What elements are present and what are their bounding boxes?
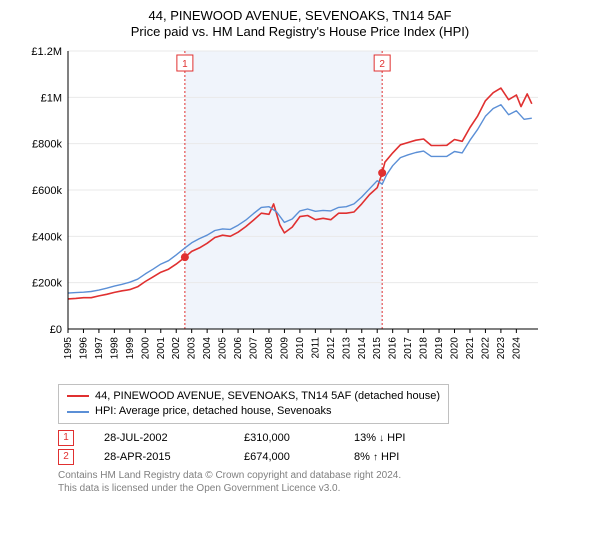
svg-text:2023: 2023 [496,336,507,359]
svg-text:2022: 2022 [480,336,491,359]
title-line-1: 44, PINEWOOD AVENUE, SEVENOAKS, TN14 5AF [18,8,582,24]
event-marker: 2 [58,449,74,465]
svg-text:2007: 2007 [249,336,260,359]
price-chart: £0 £200k £400k £600k £800k £1M £1.2M 1 2 1995 1996… [18,45,582,378]
svg-text:2021: 2021 [465,336,476,359]
event-price: £674,000 [244,451,324,463]
svg-text:2019: 2019 [434,336,445,359]
arrow-down-icon: ↓ [379,433,384,444]
svg-text:2001: 2001 [156,336,167,359]
chart-svg: £0 £200k £400k £600k £800k £1M £1.2M 1 2 1995 1996… [18,45,578,375]
legend-swatch [67,411,89,413]
svg-text:2008: 2008 [264,336,275,359]
svg-text:£600k: £600k [32,185,62,197]
event-row: 1 28-JUL-2002 £310,000 13% ↓ HPI [58,430,582,446]
legend-label: 44, PINEWOOD AVENUE, SEVENOAKS, TN14 5AF… [95,389,440,404]
svg-text:£1.2M: £1.2M [31,46,62,58]
legend-label: HPI: Average price, detached house, Seve… [95,404,331,419]
event-date: 28-APR-2015 [104,451,214,463]
svg-text:2024: 2024 [511,336,522,359]
svg-text:2018: 2018 [419,336,430,359]
event-price: £310,000 [244,432,324,444]
svg-text:2020: 2020 [450,336,461,359]
svg-text:2016: 2016 [388,336,399,359]
arrow-up-icon: ↑ [373,452,378,463]
legend-item: 44, PINEWOOD AVENUE, SEVENOAKS, TN14 5AF… [67,389,440,404]
chart-title: 44, PINEWOOD AVENUE, SEVENOAKS, TN14 5AF… [18,8,582,41]
title-line-2: Price paid vs. HM Land Registry's House … [18,24,582,40]
svg-text:£0: £0 [50,324,62,336]
svg-text:1996: 1996 [78,336,89,359]
svg-text:2013: 2013 [341,336,352,359]
svg-text:2012: 2012 [326,336,337,359]
event-row: 2 28-APR-2015 £674,000 8% ↑ HPI [58,449,582,465]
svg-text:2017: 2017 [403,336,414,359]
svg-text:1997: 1997 [94,336,105,359]
svg-text:2004: 2004 [202,336,213,359]
legend-item: HPI: Average price, detached house, Seve… [67,404,440,419]
event-marker: 1 [58,430,74,446]
attribution: Contains HM Land Registry data © Crown c… [58,469,582,495]
svg-text:2002: 2002 [171,336,182,359]
event-delta: 8% ↑ HPI [354,451,444,463]
svg-text:£400k: £400k [32,231,62,243]
event-date: 28-JUL-2002 [104,432,214,444]
svg-text:2011: 2011 [310,336,321,358]
svg-text:1995: 1995 [63,336,74,359]
svg-text:2005: 2005 [218,336,229,359]
svg-text:2: 2 [379,59,385,70]
sale-events: 1 28-JUL-2002 £310,000 13% ↓ HPI 2 28-AP… [58,430,582,465]
svg-text:1: 1 [182,59,188,70]
svg-text:£1M: £1M [41,92,62,104]
attribution-line: Contains HM Land Registry data © Crown c… [58,469,582,482]
legend-swatch [67,395,89,397]
svg-text:£800k: £800k [32,138,62,150]
svg-text:£200k: £200k [32,277,62,289]
svg-text:2003: 2003 [187,336,198,359]
event-delta: 13% ↓ HPI [354,432,444,444]
attribution-line: This data is licensed under the Open Gov… [58,482,582,495]
svg-text:2000: 2000 [140,336,151,359]
svg-text:2009: 2009 [279,336,290,359]
svg-text:2010: 2010 [295,336,306,359]
svg-text:1999: 1999 [125,336,136,359]
svg-text:2014: 2014 [357,336,368,359]
legend: 44, PINEWOOD AVENUE, SEVENOAKS, TN14 5AF… [58,384,449,425]
svg-text:2015: 2015 [372,336,383,359]
svg-text:2006: 2006 [233,336,244,359]
svg-text:1998: 1998 [109,336,120,359]
